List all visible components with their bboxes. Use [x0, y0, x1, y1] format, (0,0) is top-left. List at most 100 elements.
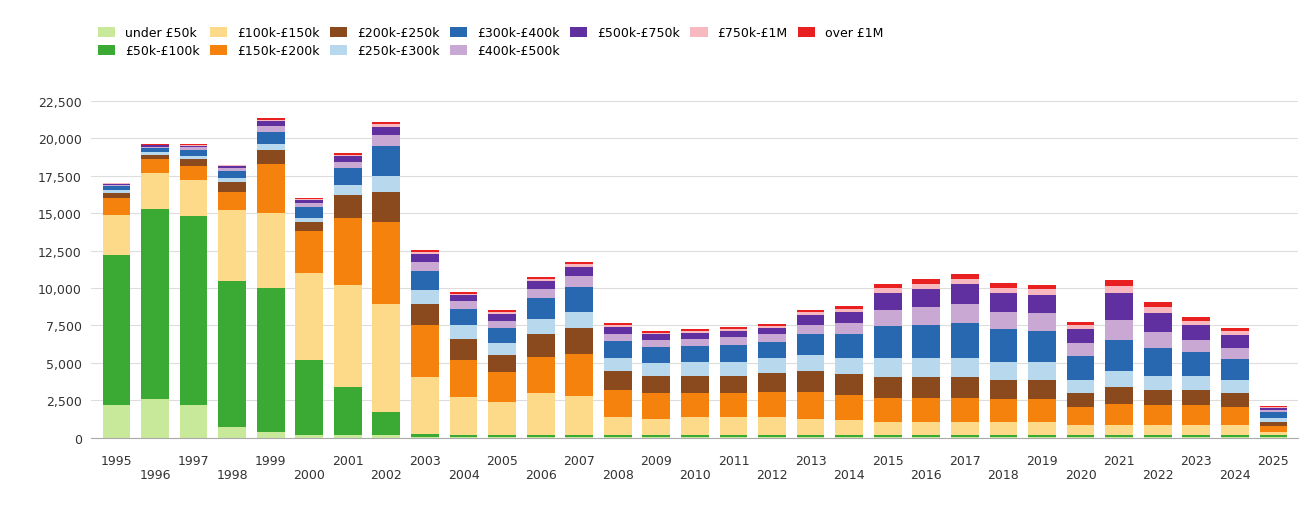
Text: 2001: 2001	[331, 455, 364, 467]
Bar	[1105, 287, 1133, 294]
Bar	[1182, 436, 1210, 437]
Bar	[180, 156, 207, 160]
Bar	[218, 171, 247, 179]
Bar	[719, 437, 748, 438]
Bar	[257, 164, 284, 214]
Bar	[180, 167, 207, 181]
Bar	[719, 393, 748, 417]
Bar	[295, 199, 324, 200]
Bar	[565, 313, 592, 329]
Bar	[450, 398, 478, 435]
Bar	[488, 372, 515, 402]
Bar	[681, 333, 709, 339]
Bar	[411, 262, 438, 271]
Bar	[604, 437, 632, 438]
Bar	[642, 419, 671, 436]
Bar	[141, 174, 168, 209]
Bar	[1066, 344, 1095, 356]
Bar	[103, 191, 130, 193]
Bar	[450, 339, 478, 360]
Bar	[334, 169, 361, 185]
Bar	[372, 412, 401, 435]
Bar	[527, 279, 555, 281]
Bar	[1221, 328, 1249, 331]
Bar	[411, 434, 438, 437]
Bar	[1182, 406, 1210, 425]
Text: 2015: 2015	[872, 455, 903, 467]
Bar	[912, 377, 940, 398]
Text: 2024: 2024	[1219, 468, 1250, 481]
Bar	[1066, 325, 1095, 329]
Bar	[989, 284, 1018, 288]
Bar	[141, 399, 168, 438]
Bar	[1182, 317, 1210, 321]
Bar	[1182, 326, 1210, 340]
Bar	[527, 393, 555, 435]
Bar	[488, 402, 515, 435]
Bar	[1182, 353, 1210, 377]
Bar	[1028, 380, 1056, 400]
Bar	[141, 149, 168, 153]
Bar	[488, 435, 515, 437]
Bar	[1259, 436, 1287, 437]
Bar	[951, 437, 979, 438]
Text: 2003: 2003	[408, 455, 441, 467]
Bar	[372, 147, 401, 177]
Bar	[604, 334, 632, 342]
Bar	[642, 341, 671, 348]
Bar	[295, 201, 324, 204]
Bar	[1028, 295, 1056, 314]
Bar	[797, 371, 825, 392]
Bar	[1028, 436, 1056, 437]
Bar	[411, 255, 438, 262]
Bar	[1221, 359, 1249, 380]
Bar	[1105, 388, 1133, 404]
Bar	[295, 223, 324, 232]
Text: 2021: 2021	[1103, 455, 1135, 467]
Bar	[989, 362, 1018, 380]
Bar	[180, 160, 207, 167]
Bar	[1259, 437, 1287, 438]
Bar	[874, 377, 902, 398]
Bar	[450, 309, 478, 326]
Text: 2017: 2017	[949, 455, 981, 467]
Bar	[681, 417, 709, 436]
Bar	[758, 437, 786, 438]
Bar	[488, 310, 515, 313]
Bar	[411, 251, 438, 252]
Bar	[372, 123, 401, 125]
Bar	[488, 356, 515, 372]
Bar	[835, 306, 863, 309]
Bar	[912, 308, 940, 325]
Bar	[218, 427, 247, 438]
Bar	[604, 324, 632, 325]
Bar	[103, 215, 130, 256]
Text: 2016: 2016	[911, 468, 942, 481]
Bar	[835, 374, 863, 395]
Bar	[1066, 436, 1095, 437]
Text: 2006: 2006	[525, 468, 556, 481]
Bar	[1143, 437, 1172, 438]
Bar	[450, 302, 478, 309]
Bar	[1143, 436, 1172, 437]
Bar	[1143, 332, 1172, 348]
Bar	[334, 196, 361, 218]
Bar	[295, 208, 324, 218]
Bar	[681, 437, 709, 438]
Bar	[719, 417, 748, 436]
Bar	[719, 345, 748, 362]
Text: 2008: 2008	[602, 468, 634, 481]
Bar	[989, 400, 1018, 422]
Bar	[797, 325, 825, 335]
Bar	[565, 287, 592, 313]
Bar	[411, 325, 438, 377]
Bar	[604, 327, 632, 334]
Bar	[180, 405, 207, 438]
Bar	[1221, 425, 1249, 436]
Bar	[989, 294, 1018, 313]
Bar	[642, 436, 671, 437]
Text: 2011: 2011	[718, 455, 749, 467]
Bar	[257, 145, 284, 151]
Bar	[1028, 362, 1056, 380]
Bar	[874, 311, 902, 326]
